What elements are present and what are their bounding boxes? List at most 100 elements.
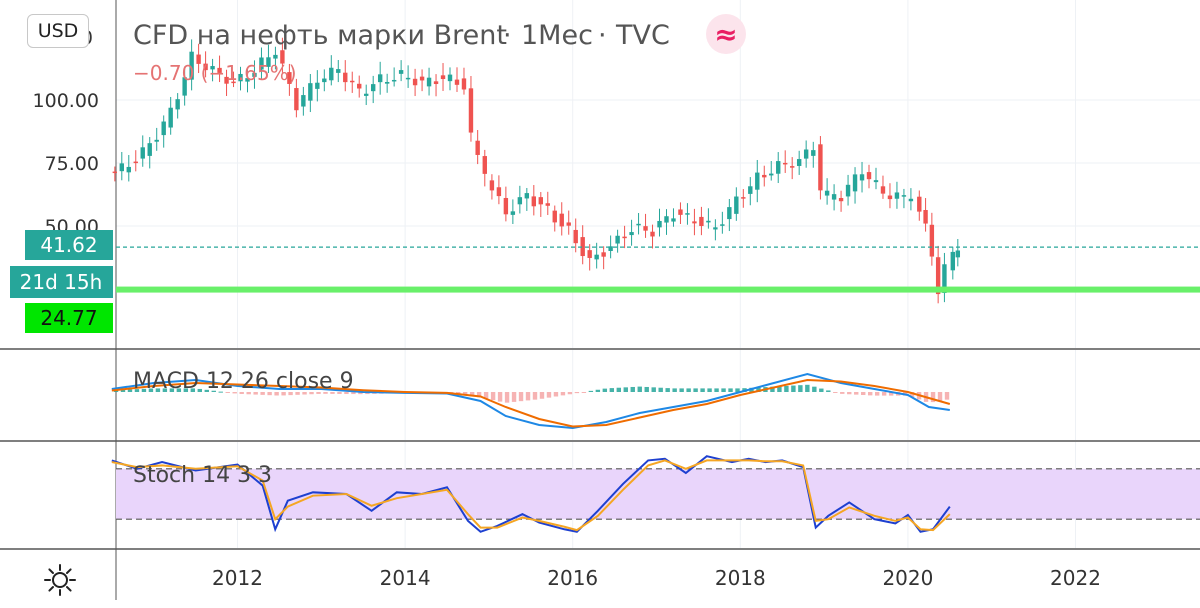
stoch-pane[interactable] (111, 455, 1200, 533)
macd-bar (812, 386, 817, 392)
macd-bar (204, 389, 209, 392)
macd-bar (805, 384, 810, 392)
candle-body (280, 50, 285, 64)
macd-bar (686, 388, 691, 392)
candle-body (776, 161, 781, 174)
candle-body (955, 250, 961, 258)
macd-bar (644, 386, 649, 392)
chart-title: CFD на нефть марки Brent (133, 20, 507, 51)
low-price-badge: 24.77 (25, 303, 113, 333)
candle-body (147, 143, 152, 156)
macd-bar (330, 392, 335, 394)
candle-body (908, 198, 914, 202)
candle-body (391, 79, 397, 82)
candle-body (524, 193, 530, 199)
candle-body (845, 184, 851, 197)
candle-body (119, 163, 124, 172)
candle-body (552, 210, 557, 223)
macd-bar (497, 392, 503, 402)
macd-bar (679, 388, 684, 392)
macd-bar (337, 392, 342, 394)
settings-gear-icon[interactable] (42, 562, 78, 598)
macd-bar (511, 392, 517, 402)
candle-body (126, 166, 131, 173)
macd-bar (847, 392, 852, 395)
chart-interval: 1Мес (521, 20, 593, 51)
candle-body (245, 78, 250, 82)
macd-bar (616, 387, 621, 392)
candle-body (217, 67, 222, 73)
candle-body (866, 172, 872, 180)
candle-body (942, 264, 947, 294)
candle-body (301, 95, 306, 107)
candle-body (203, 63, 208, 71)
macd-bar (476, 392, 482, 398)
candle-body (447, 74, 453, 82)
macd-bar (840, 392, 845, 394)
candles (112, 37, 961, 304)
candle-body (566, 222, 571, 226)
candle-body (713, 227, 718, 230)
candle-body (343, 72, 348, 83)
title-separator-1: · (503, 20, 512, 51)
macd-bar (518, 392, 524, 402)
macd-bar (344, 392, 349, 395)
macd-bar (309, 392, 314, 395)
macd-bar (302, 392, 307, 395)
candle-body (252, 72, 257, 77)
wave-indicator-icon[interactable]: ≈ (706, 14, 746, 54)
candle-body (783, 162, 788, 165)
macd-bar (888, 392, 894, 396)
macd-bar (651, 387, 656, 392)
candle-body (433, 81, 439, 85)
candle-body (727, 207, 732, 220)
macd-bar (469, 392, 475, 397)
candle-body (699, 216, 704, 227)
chart-source: TVC (615, 20, 670, 51)
stoch-d-line (111, 459, 951, 532)
candle-body (657, 220, 662, 228)
candle-body (231, 81, 236, 84)
macd-bar (777, 386, 782, 392)
price-pane[interactable] (112, 37, 1200, 304)
candle-body (622, 236, 627, 239)
candle-body (755, 172, 760, 190)
candle-body (168, 107, 173, 128)
candle-body (329, 67, 334, 81)
candle-body (545, 203, 550, 206)
candle-body (811, 150, 816, 156)
candle-body (161, 121, 166, 136)
macd-bar (155, 388, 161, 392)
candle-body (273, 54, 278, 59)
macd-bar (183, 388, 189, 392)
macd-bar (937, 392, 943, 401)
macd-pane[interactable] (111, 372, 951, 430)
candle-body (803, 149, 809, 159)
candle-body (769, 173, 774, 176)
macd-bar (316, 392, 321, 394)
candle-body (308, 83, 313, 101)
candle-body (350, 80, 355, 83)
currency-button[interactable]: USD (27, 14, 89, 48)
candle-body (608, 246, 613, 251)
candle-body (482, 156, 487, 174)
macd-bar (874, 392, 880, 396)
macd-bar (162, 388, 168, 392)
macd-bar (798, 385, 803, 392)
candle-body (917, 196, 922, 212)
macd-bar (525, 392, 531, 401)
macd-bar (232, 392, 237, 394)
candle-body (322, 78, 327, 83)
macd-bar (134, 389, 140, 392)
macd-label: MACD 12 26 close 9 (133, 369, 354, 394)
time-axis: 2012 2014 2016 2018 2020 2022 (212, 566, 1101, 590)
candle-body (831, 194, 837, 200)
macd-bar (358, 392, 363, 395)
macd-bar (169, 388, 175, 392)
candle-body (510, 211, 516, 215)
macd-bar (826, 390, 831, 392)
candle-body (140, 147, 145, 159)
candle-body (531, 196, 537, 207)
macd-line (111, 372, 950, 430)
